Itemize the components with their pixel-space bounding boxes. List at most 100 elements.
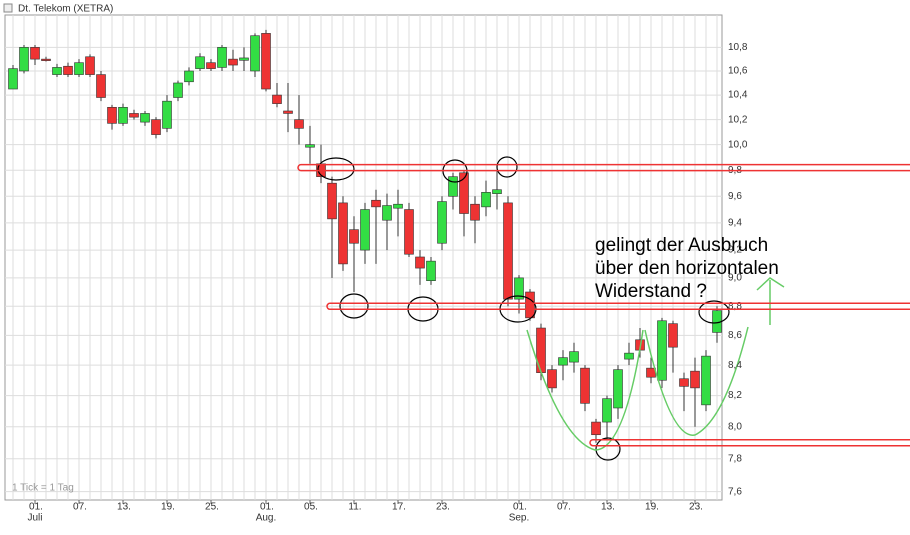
x-tick-label: 07. bbox=[73, 502, 87, 513]
y-tick-label: 9,0 bbox=[728, 273, 742, 284]
candle-body bbox=[140, 113, 150, 123]
candle-body bbox=[503, 202, 513, 300]
candle-body bbox=[217, 47, 227, 68]
x-tick-label: 11. bbox=[348, 502, 361, 513]
icon bbox=[3, 3, 13, 13]
y-tick-label: 7,8 bbox=[728, 453, 742, 464]
candle-body bbox=[437, 201, 447, 244]
candle-body bbox=[195, 56, 205, 69]
candle-body bbox=[272, 94, 282, 104]
candle-body bbox=[657, 320, 667, 381]
y-tick-label: 8,4 bbox=[728, 360, 742, 371]
pattern-curves bbox=[526, 277, 785, 451]
candle-body bbox=[184, 70, 194, 83]
month-label: Sep. bbox=[509, 513, 530, 524]
annotation-line: über den horizontalen bbox=[595, 258, 779, 279]
month-label: Aug. bbox=[256, 513, 277, 524]
candle-body bbox=[558, 357, 568, 366]
candle-body bbox=[162, 100, 172, 129]
candle-body bbox=[338, 202, 348, 265]
annotation-line: Widerstand ? bbox=[595, 281, 707, 302]
candle-body bbox=[74, 62, 84, 75]
candle-body bbox=[52, 67, 62, 75]
y-tick-label: 10,4 bbox=[728, 90, 748, 101]
candle-body bbox=[129, 113, 139, 118]
y-tick-label: 10,2 bbox=[728, 114, 748, 125]
candle-body bbox=[30, 47, 40, 60]
candle-body bbox=[646, 367, 656, 378]
x-tick-label: 01. bbox=[29, 502, 43, 513]
x-tick-label: 07. bbox=[557, 502, 571, 513]
candle-body bbox=[404, 209, 414, 255]
x-tick-label: 23. bbox=[436, 502, 450, 513]
candle-body bbox=[525, 291, 535, 319]
candle-body bbox=[679, 378, 689, 387]
candle-body bbox=[63, 65, 73, 75]
candle-body bbox=[393, 203, 403, 209]
x-tick-label: 19. bbox=[161, 502, 175, 513]
x-tick-label: 25. bbox=[205, 502, 219, 513]
y-tick-label: 8,0 bbox=[728, 421, 742, 432]
y-tick-label: 8,8 bbox=[728, 301, 742, 312]
candle-body bbox=[459, 172, 469, 214]
candle-body bbox=[228, 58, 238, 66]
candle-body bbox=[481, 192, 491, 208]
candle-body bbox=[624, 352, 634, 360]
candle-body bbox=[261, 33, 271, 90]
month-label: Juli bbox=[27, 513, 42, 524]
candles bbox=[8, 29, 722, 443]
y-tick-label: 9,2 bbox=[728, 245, 742, 256]
candle-body bbox=[41, 58, 51, 61]
y-tick-label: 8,6 bbox=[728, 330, 742, 341]
resistance-level bbox=[589, 438, 910, 447]
y-tick-label: 8,2 bbox=[728, 390, 742, 401]
candle-body bbox=[305, 144, 315, 148]
candle-body bbox=[536, 327, 546, 373]
candle-body bbox=[371, 199, 381, 208]
resistance-level bbox=[326, 302, 910, 311]
x-tick-label: 01. bbox=[513, 502, 527, 513]
candle-body bbox=[206, 62, 216, 69]
candle-body bbox=[283, 110, 293, 114]
candle-body bbox=[514, 277, 524, 300]
x-tick-label: 13. bbox=[601, 502, 615, 513]
y-tick-label: 7,6 bbox=[728, 486, 742, 497]
candle-body bbox=[19, 47, 29, 72]
candle-body bbox=[96, 74, 106, 98]
candle-body bbox=[118, 106, 128, 124]
candle-body bbox=[327, 182, 337, 220]
candle-body bbox=[547, 369, 557, 389]
candle-body bbox=[470, 203, 480, 221]
candle-body bbox=[613, 369, 623, 409]
candle-body bbox=[415, 256, 425, 269]
y-tick-label: 10,6 bbox=[728, 66, 748, 77]
candle-body bbox=[602, 398, 612, 423]
chart-title: Dt. Telekom (XETRA) bbox=[18, 4, 113, 15]
candle-body bbox=[85, 56, 95, 75]
annotation-line: gelingt der Ausbruch bbox=[595, 235, 768, 256]
candle-body bbox=[492, 189, 502, 194]
candle-body bbox=[360, 209, 370, 251]
x-tick-label: 23. bbox=[689, 502, 703, 513]
candle-body bbox=[580, 367, 590, 404]
candle-body bbox=[668, 323, 678, 348]
candle-body bbox=[690, 370, 700, 389]
candle-body bbox=[426, 260, 436, 281]
candle-body bbox=[239, 57, 249, 61]
candle-body bbox=[448, 176, 458, 197]
candle-body bbox=[591, 421, 601, 436]
x-tick-label: 17. bbox=[392, 502, 406, 513]
y-tick-label: 10,0 bbox=[728, 139, 748, 150]
candle-body bbox=[8, 68, 18, 90]
candle-body bbox=[107, 106, 117, 124]
candle-body bbox=[382, 205, 392, 221]
resistance-level bbox=[297, 163, 910, 172]
candle-body bbox=[250, 35, 260, 72]
x-tick-label: 01. bbox=[260, 502, 274, 513]
x-tick-label: 19. bbox=[645, 502, 659, 513]
y-tick-label: 9,6 bbox=[728, 191, 742, 202]
x-tick-label: 05. bbox=[304, 502, 318, 513]
candle-body bbox=[151, 119, 161, 135]
candle-body bbox=[173, 82, 183, 98]
y-tick-label: 9,4 bbox=[728, 218, 742, 229]
